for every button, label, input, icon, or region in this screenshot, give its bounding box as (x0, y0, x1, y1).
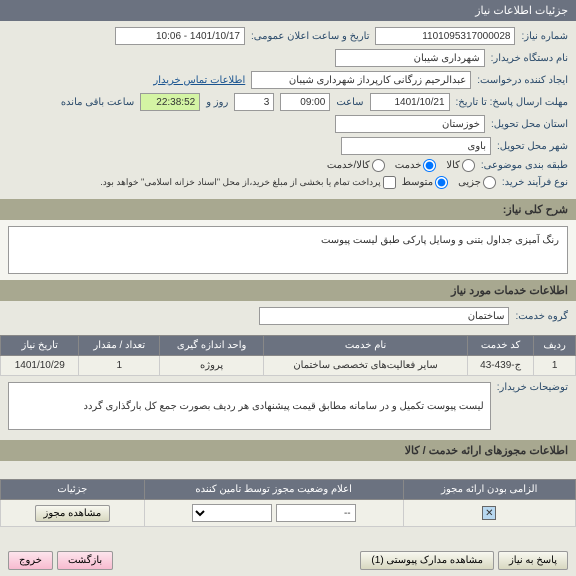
desc-title: شرح کلی نیاز: (503, 204, 568, 216)
need-number-label: شماره نیاز: (521, 31, 568, 42)
permits-title: اطلاعات مجوزهای ارائه خدمت / کالا (405, 445, 568, 457)
permits-section-bar: اطلاعات مجوزهای ارائه خدمت / کالا (0, 440, 576, 461)
city-label: شهر محل تحویل: (497, 141, 568, 152)
time-label-1: ساعت (336, 97, 363, 108)
permit-status-select[interactable] (192, 504, 272, 522)
pt-small-radio[interactable]: جزیی (458, 176, 496, 189)
purchase-type-radio-group: جزیی متوسط (402, 176, 496, 189)
buyer-note-area: توضیحات خریدار: لیست پیوست تکمیل و در سا… (0, 376, 576, 440)
city-field: باوی (341, 137, 491, 155)
buyer-note-field: لیست پیوست تکمیل و در سامانه مطابق قیمت … (8, 382, 491, 430)
header-title: جزئیات اطلاعات نیاز (475, 5, 568, 17)
permits-table: الزامی بودن ارائه مجوز اعلام وضعیت مجوز … (0, 479, 576, 527)
creator-field: عبدالرحیم زرگانی کارپرداز شهرداری شیبان (251, 71, 471, 89)
permit-row: ✕ -- مشاهده مجوز (1, 500, 576, 527)
permit-mandatory-cell: ✕ (403, 500, 576, 527)
cell-unit: پروژه (160, 356, 264, 376)
pcol-status: اعلام وضعیت مجوز توسط تامین کننده (144, 480, 403, 500)
col-idx: ردیف (534, 336, 576, 356)
pcol-details: جزئیات (1, 480, 145, 500)
mandatory-checkbox[interactable]: ✕ (482, 506, 496, 520)
deadline-date-field: 1401/10/21 (370, 93, 450, 111)
day-sep-label: روز و (206, 97, 228, 108)
cell-date: 1401/10/29 (1, 356, 79, 376)
services-title: اطلاعات خدمات مورد نیاز (451, 285, 568, 297)
cat-service-radio[interactable]: خدمت (395, 159, 437, 172)
desc-box: رنگ آمیزی جداول بتنی و وسایل پارکی طبق ل… (8, 226, 568, 274)
need-number-field: 1101095317000028 (375, 27, 515, 45)
province-field: خوزستان (335, 115, 485, 133)
back-button[interactable]: بازگشت (57, 551, 113, 570)
pt-medium-radio[interactable]: متوسط (402, 176, 448, 189)
bottom-buttons: پاسخ به نیاز مشاهده مدارک پیوستی (1) باز… (0, 545, 576, 576)
deadline-time-field: 09:00 (280, 93, 330, 111)
pcol-mandatory: الزامی بودن ارائه مجوز (403, 480, 576, 500)
col-code: کد خدمت (467, 336, 533, 356)
countdown-field: 22:38:52 (140, 93, 200, 111)
view-permit-button[interactable]: مشاهده مجوز (35, 505, 111, 522)
main-header: جزئیات اطلاعات نیاز (0, 0, 576, 21)
buyer-field: شهرداری شیبان (335, 49, 485, 67)
permit-details-cell: مشاهده مجوز (1, 500, 145, 527)
services-area: گروه خدمت: ساختمان (0, 301, 576, 335)
exit-button[interactable]: خروج (8, 551, 53, 570)
services-section-bar: اطلاعات خدمات مورد نیاز (0, 280, 576, 301)
deadline-label: مهلت ارسال پاسخ: تا تاریخ: (456, 97, 568, 108)
contact-link[interactable]: اطلاعات تماس خریدار (153, 75, 245, 86)
days-remaining-field: 3 (234, 93, 274, 111)
remaining-label: ساعت باقی مانده (61, 97, 134, 108)
cell-code: ج-439-43 (467, 356, 533, 376)
cat-both-radio[interactable]: کالا/خدمت (327, 159, 385, 172)
cell-idx: 1 (534, 356, 576, 376)
col-unit: واحد اندازه گیری (160, 336, 264, 356)
buyer-note-label: توضیحات خریدار: (497, 382, 568, 393)
purchase-type-label: نوع فرآیند خرید: (502, 177, 568, 188)
reply-button[interactable]: پاسخ به نیاز (498, 551, 568, 570)
category-radio-group: کالا خدمت کالا/خدمت (327, 159, 475, 172)
group-label: گروه خدمت: (515, 311, 568, 322)
table-row: 1 ج-439-43 سایر فعالیت‌های تخصصی ساختمان… (1, 356, 576, 376)
cell-name: سایر فعالیت‌های تخصصی ساختمان (264, 356, 468, 376)
cat-goods-radio[interactable]: کالا (446, 159, 475, 172)
desc-section-bar: شرح کلی نیاز: (0, 199, 576, 220)
creator-label: ایجاد کننده درخواست: (477, 75, 568, 86)
attachments-button[interactable]: مشاهده مدارک پیوستی (1) (360, 551, 494, 570)
form-area: شماره نیاز: 1101095317000028 تاریخ و ساع… (0, 21, 576, 199)
col-date: تاریخ نیاز (1, 336, 79, 356)
col-qty: تعداد / مقدار (79, 336, 160, 356)
group-field: ساختمان (259, 307, 509, 325)
announce-field: 1401/10/17 - 10:06 (115, 27, 245, 45)
buyer-label: نام دستگاه خریدار: (491, 53, 568, 64)
announce-label: تاریخ و ساعت اعلان عمومی: (251, 31, 370, 42)
services-table: ردیف کد خدمت نام خدمت واحد اندازه گیری ت… (0, 335, 576, 376)
pt-note-check[interactable]: پرداخت تمام یا بخشی از مبلغ خرید،از محل … (100, 176, 395, 189)
cell-qty: 1 (79, 356, 160, 376)
permit-status-cell: -- (144, 500, 403, 527)
permit-status-field: -- (276, 504, 356, 522)
province-label: استان محل تحویل: (491, 119, 568, 130)
col-name: نام خدمت (264, 336, 468, 356)
category-label: طبقه بندی موضوعی: (481, 160, 568, 171)
